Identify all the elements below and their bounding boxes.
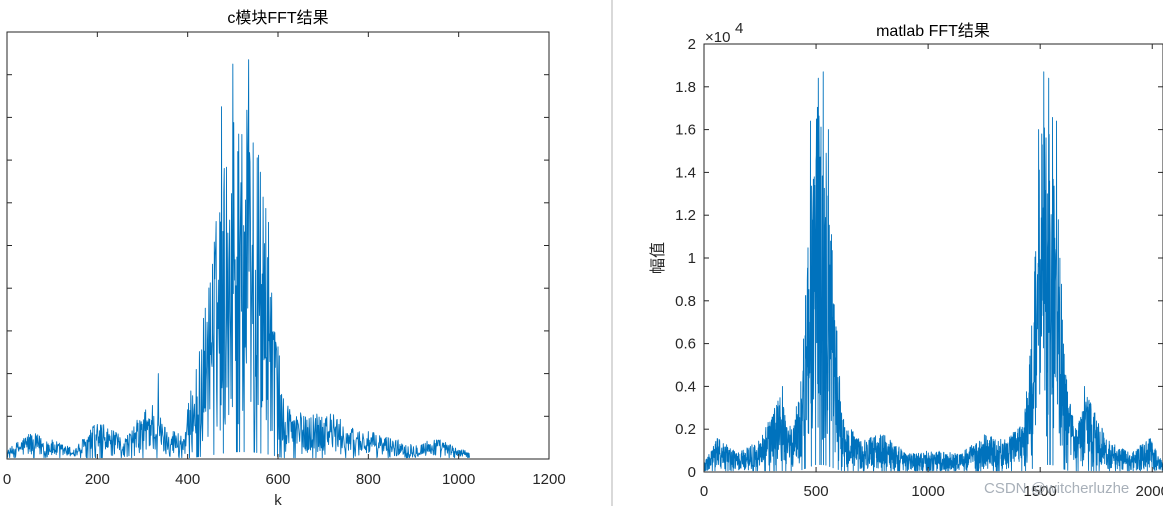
window-divider[interactable] xyxy=(611,0,613,506)
x-tick-label: 500 xyxy=(804,483,829,500)
x-tick-label: 1000 xyxy=(442,471,475,488)
left-figure-panel: 0 200 400 600 800 1000 1200 c模块FFT结果 k xyxy=(2,9,566,506)
x-tick-label: 800 xyxy=(356,471,381,488)
y-tick-label: 1.2 xyxy=(675,207,696,224)
y-axis-label: 幅值 xyxy=(648,242,667,274)
x-axis-label: k xyxy=(274,492,282,506)
x-tick-label: 1200 xyxy=(532,471,565,488)
y-exponent-power: 4 xyxy=(735,20,743,37)
x-tick-label: 1500 xyxy=(1023,483,1056,500)
y-tick-label: 0.8 xyxy=(675,293,696,310)
fft-magnitude-series xyxy=(704,71,1163,472)
x-tick-label: 1000 xyxy=(911,483,944,500)
x-tick-label: 600 xyxy=(265,471,290,488)
y-tick-label: 0 xyxy=(688,464,696,481)
x-tick-label: 200 xyxy=(85,471,110,488)
plot-area-frame xyxy=(703,43,1163,473)
watermark: CSDN @witcherluzhe xyxy=(984,480,1130,497)
y-tick-label: 1.8 xyxy=(675,79,696,96)
y-tick-label: 1.6 xyxy=(675,122,696,139)
y-tick-label: 0.6 xyxy=(675,336,696,353)
chart-title: matlab FFT结果 xyxy=(876,22,990,40)
y-tick-label: 0.2 xyxy=(675,421,696,438)
y-tick-label: 1 xyxy=(688,250,696,267)
x-tick-label: 0 xyxy=(3,471,11,488)
fft-magnitude-series xyxy=(7,59,470,459)
y-tick-label: 2 xyxy=(688,36,696,53)
x-tick-label: 400 xyxy=(175,471,200,488)
chart-title: c模块FFT结果 xyxy=(227,9,328,27)
y-exponent-base: ×10 xyxy=(705,29,730,46)
c-fft-chart: 0 200 400 600 800 1000 1200 c模块FFT结果 k xyxy=(3,9,566,506)
y-tick-label: 1.4 xyxy=(675,164,696,181)
x-tick-label: 0 xyxy=(700,483,708,500)
y-tick-label: 0.4 xyxy=(675,378,696,395)
